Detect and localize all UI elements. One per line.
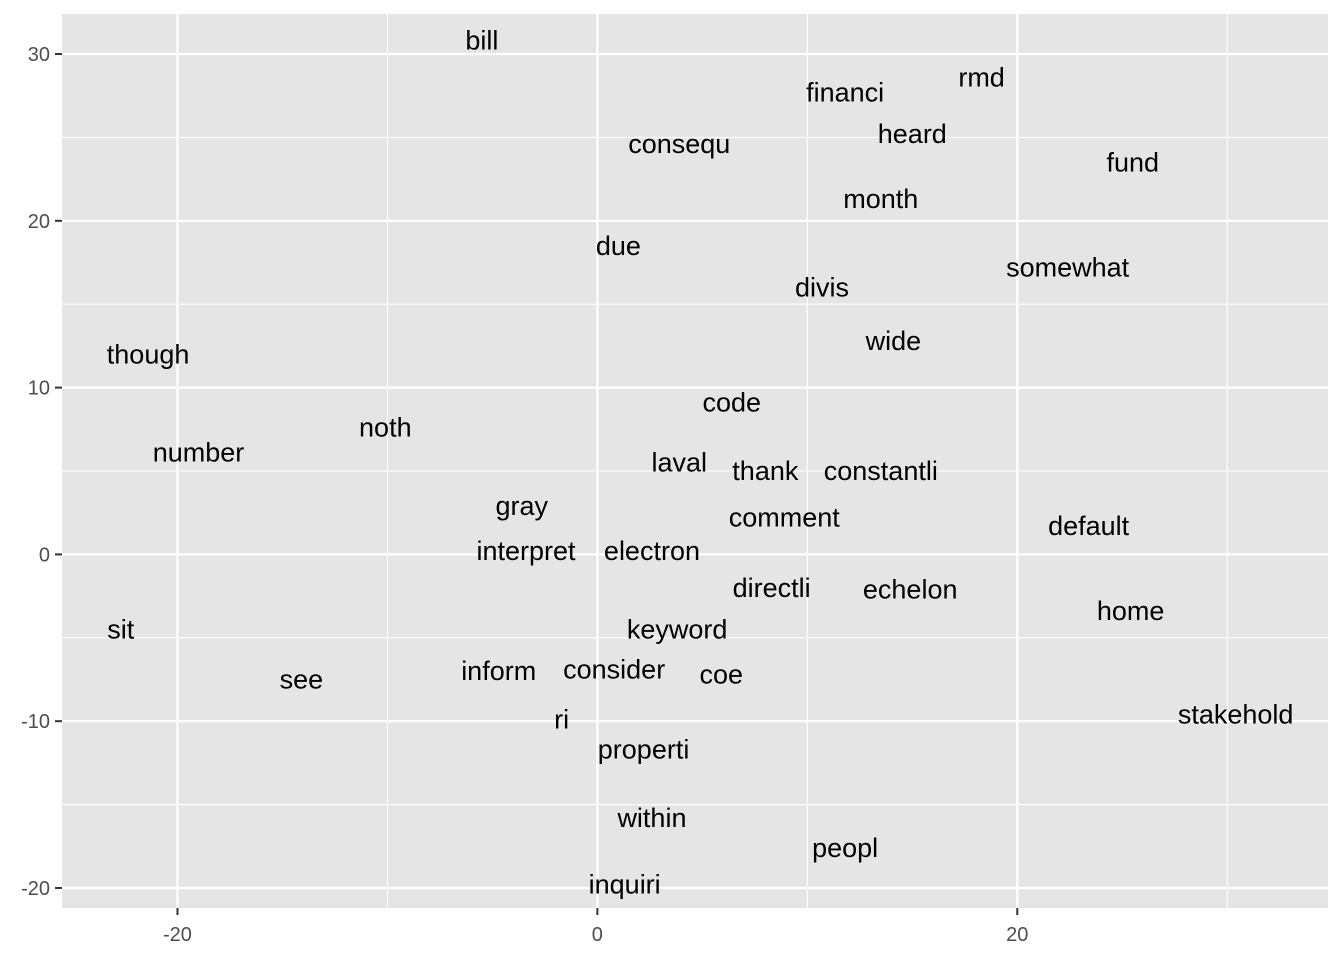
word-label-heard: heard <box>878 119 947 149</box>
word-label-properti: properti <box>598 735 690 765</box>
word-label-consequ: consequ <box>628 129 730 159</box>
word-label-home: home <box>1097 596 1165 626</box>
word-label-number: number <box>153 438 245 468</box>
word-label-constantli: constantli <box>824 456 938 486</box>
y-tick-label: 20 <box>28 211 50 233</box>
plot-panel <box>62 14 1328 908</box>
word-label-directli: directli <box>733 573 811 603</box>
word-label-fund: fund <box>1106 147 1159 177</box>
word-label-echelon: echelon <box>863 574 958 604</box>
word-label-comment: comment <box>729 503 841 533</box>
word-label-financi: financi <box>806 77 884 107</box>
x-tick-label: 0 <box>592 924 603 946</box>
word-label-peopl: peopl <box>812 833 878 863</box>
x-axis-tick-labels: -20 0 20 <box>163 924 1028 946</box>
minor-gridlines <box>62 14 1328 908</box>
y-tick-label: 10 <box>28 378 50 400</box>
word-label-somewhat: somewhat <box>1006 253 1130 283</box>
x-tick-label: -20 <box>163 924 192 946</box>
word-label-stakehold: stakehold <box>1178 700 1294 730</box>
word-label-see: see <box>280 664 324 694</box>
word-label-gray: gray <box>496 491 549 521</box>
word-label-wide: wide <box>865 326 922 356</box>
word-label-inquiri: inquiri <box>589 870 661 900</box>
word-label-bill: bill <box>465 26 498 56</box>
word-label-noth: noth <box>359 413 412 443</box>
major-gridlines <box>62 14 1328 908</box>
word-label-code: code <box>702 388 761 418</box>
axis-ticks <box>55 53 1019 915</box>
word-label-sit: sit <box>107 614 134 644</box>
word-label-thank: thank <box>732 456 799 486</box>
y-tick-label: 30 <box>28 44 50 66</box>
word-label-interpret: interpret <box>476 536 576 566</box>
word-label-month: month <box>843 184 918 214</box>
word-label-consider: consider <box>563 654 665 684</box>
x-tick-label: 20 <box>1006 924 1028 946</box>
word-label-default: default <box>1048 511 1130 541</box>
word-label-coe: coe <box>699 659 743 689</box>
word-label-divis: divis <box>795 273 849 303</box>
word-label-keyword: keyword <box>627 614 728 644</box>
y-tick-label: -10 <box>21 711 50 733</box>
word-label-ri: ri <box>554 705 569 735</box>
y-axis-tick-labels: -20 -10 0 10 20 30 <box>21 44 50 900</box>
word-labels: bill rmd financi heard consequ fund month due so… <box>107 26 1294 900</box>
y-tick-label: -20 <box>21 878 50 900</box>
word-label-due: due <box>596 231 641 261</box>
word-label-inform: inform <box>461 656 536 686</box>
word-label-though: though <box>107 339 190 369</box>
word-label-within: within <box>616 803 686 833</box>
word-label-electron: electron <box>604 536 700 566</box>
y-tick-label: 0 <box>39 544 50 566</box>
word-label-laval: laval <box>651 448 707 478</box>
word-label-rmd: rmd <box>958 62 1005 92</box>
